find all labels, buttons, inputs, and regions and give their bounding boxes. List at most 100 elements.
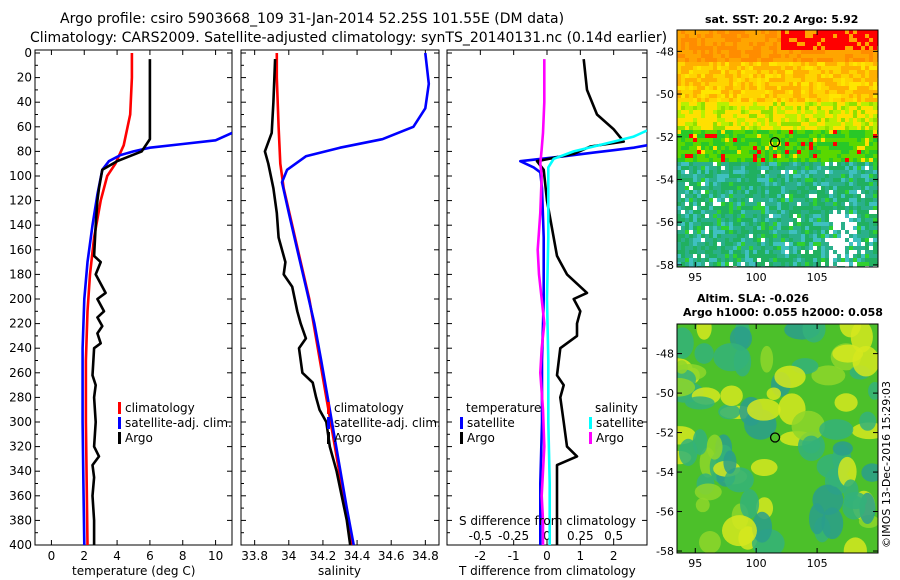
sst-pixel [781,146,785,150]
sst-pixel [753,82,757,86]
sla-blob [750,459,778,477]
sst-pixel [749,246,753,250]
sst-pixel [789,182,793,186]
sst-pixel [833,198,837,202]
sst-pixel [761,38,765,42]
sst-pixel [677,242,681,246]
sst-pixel [821,182,825,186]
sst-pixel [737,126,741,130]
sst-pixel [785,246,789,250]
sst-pixel [737,174,741,178]
sst-pixel [749,134,753,138]
sst-pixel [813,182,817,186]
sst-pixel [817,134,821,138]
sst-pixel [741,146,745,150]
sst-pixel [769,174,773,178]
sst-pixel [813,146,817,150]
sst-pixel [861,150,865,154]
sst-pixel [733,170,737,174]
sst-pixel [737,58,741,62]
sst-pixel [797,182,801,186]
sst-pixel [789,62,793,66]
sst-pixel [761,98,765,102]
sst-pixel [733,134,737,138]
sst-pixel [761,182,765,186]
sst-pixel [701,98,705,102]
sst-pixel [713,250,717,254]
sst-pixel [761,238,765,242]
sst-pixel [813,174,817,178]
sst-pixel [709,38,713,42]
sst-pixel [857,122,861,126]
sst-pixel [777,178,781,182]
sst-pixel [685,206,689,210]
sst-pixel [869,230,873,234]
sst-pixel [697,30,701,34]
sst-pixel [725,238,729,242]
sst-pixel [785,98,789,102]
sst-pixel [697,186,701,190]
sst-pixel [813,226,817,230]
sst-pixel [801,86,805,90]
sst-pixel [737,50,741,54]
sst-pixel [777,118,781,122]
sst-pixel [689,226,693,230]
sst-pixel [837,158,841,162]
sst-pixel [729,38,733,42]
sst-pixel [797,198,801,202]
sst-pixel [697,210,701,214]
sst-pixel [725,70,729,74]
sst-pixel [697,154,701,158]
sst-pixel [773,102,777,106]
sst-pixel [873,230,877,234]
sla-blob [747,398,781,421]
sst-pixel [789,38,793,42]
sst-pixel [705,158,709,162]
sst-pixel [677,90,681,94]
sst-pixel [781,74,785,78]
sst-pixel [777,122,781,126]
sst-pixel [869,238,873,242]
sst-pixel [821,62,825,66]
sst-pixel [677,122,681,126]
sst-pixel [717,74,721,78]
sst-pixel [801,186,805,190]
sst-pixel [769,86,773,90]
sst-pixel [805,90,809,94]
sst-pixel [801,190,805,194]
sst-pixel [781,30,785,34]
sst-pixel [777,66,781,70]
sst-pixel [749,250,753,254]
sst-pixel [781,190,785,194]
sst-pixel [829,162,833,166]
sst-pixel [797,194,801,198]
sla-blob [677,378,696,397]
sst-pixel [837,102,841,106]
sst-pixel [821,66,825,70]
sst-pixel [805,34,809,38]
sst-pixel [681,66,685,70]
sst-pixel [773,82,777,86]
sst-pixel [709,74,713,78]
sst-pixel [865,166,869,170]
sst-pixel [709,78,713,82]
sst-pixel [733,122,737,126]
sst-pixel [825,134,829,138]
sst-pixel [685,62,689,66]
sst-pixel [869,106,873,110]
sst-pixel [797,170,801,174]
sst-pixel [769,114,773,118]
sst-pixel [717,66,721,70]
sst-pixel [785,74,789,78]
sst-pixel [849,34,853,38]
sst-pixel [701,90,705,94]
sst-pixel [677,58,681,62]
sst-pixel [845,162,849,166]
sst-pixel [825,206,829,210]
sst-pixel [733,226,737,230]
sst-pixel [829,206,833,210]
sst-pixel [729,138,733,142]
sst-pixel [773,30,777,34]
sst-pixel [725,190,729,194]
sst-pixel [865,58,869,62]
